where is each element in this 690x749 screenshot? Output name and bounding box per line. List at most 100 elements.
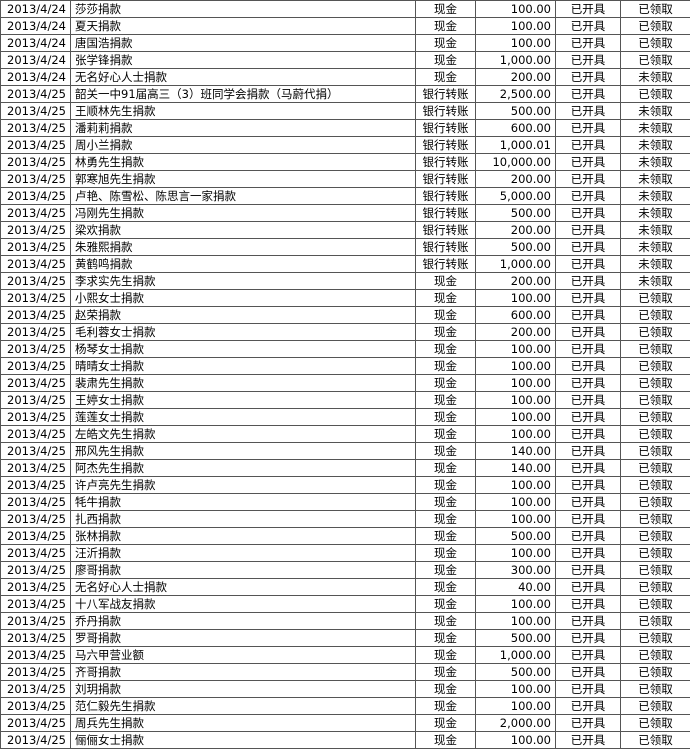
amount-cell: 100.00 [475, 289, 556, 307]
donor-cell: 李求实先生捐款 [70, 272, 416, 290]
date-cell: 2013/4/25 [0, 680, 71, 698]
status-cell: 已领取 [620, 391, 690, 409]
table-row: 2013/4/25 杨琴女士捐款 现金 100.00 已开具 已领取 [0, 340, 690, 358]
receipt-cell: 已开具 [555, 561, 621, 579]
method-cell: 现金 [415, 306, 476, 324]
amount-cell: 1,000.00 [475, 51, 556, 69]
date-cell: 2013/4/25 [0, 714, 71, 732]
receipt-cell: 已开具 [555, 153, 621, 171]
amount-cell: 100.00 [475, 731, 556, 749]
donor-cell: 十八军战友捐款 [70, 595, 416, 613]
receipt-cell: 已开具 [555, 85, 621, 103]
method-cell: 现金 [415, 357, 476, 375]
status-cell: 已领取 [620, 510, 690, 528]
table-row: 2013/4/25 小熙女士捐款 现金 100.00 已开具 已领取 [0, 289, 690, 307]
donor-cell: 卢艳、陈雪松、陈思言一家捐款 [70, 187, 416, 205]
status-cell: 已领取 [620, 34, 690, 52]
receipt-cell: 已开具 [555, 527, 621, 545]
table-row: 2013/4/25 无名好心人士捐款 现金 40.00 已开具 已领取 [0, 578, 690, 596]
receipt-cell: 已开具 [555, 544, 621, 562]
receipt-cell: 已开具 [555, 306, 621, 324]
table-row: 2013/4/25 罗哥捐款 现金 500.00 已开具 已领取 [0, 629, 690, 647]
date-cell: 2013/4/25 [0, 323, 71, 341]
amount-cell: 500.00 [475, 527, 556, 545]
amount-cell: 500.00 [475, 238, 556, 256]
receipt-cell: 已开具 [555, 136, 621, 154]
method-cell: 现金 [415, 680, 476, 698]
donor-cell: 小熙女士捐款 [70, 289, 416, 307]
receipt-cell: 已开具 [555, 68, 621, 86]
method-cell: 现金 [415, 34, 476, 52]
donor-cell: 罗哥捐款 [70, 629, 416, 647]
receipt-cell: 已开具 [555, 629, 621, 647]
method-cell: 现金 [415, 714, 476, 732]
table-row: 2013/4/24 夏天捐款 现金 100.00 已开具 已领取 [0, 17, 690, 35]
status-cell: 已领取 [620, 731, 690, 749]
receipt-cell: 已开具 [555, 697, 621, 715]
date-cell: 2013/4/25 [0, 646, 71, 664]
method-cell: 现金 [415, 68, 476, 86]
method-cell: 现金 [415, 493, 476, 511]
receipt-cell: 已开具 [555, 442, 621, 460]
receipt-cell: 已开具 [555, 408, 621, 426]
amount-cell: 600.00 [475, 306, 556, 324]
donor-cell: 周小兰捐款 [70, 136, 416, 154]
donor-cell: 齐哥捐款 [70, 663, 416, 681]
method-cell: 现金 [415, 561, 476, 579]
method-cell: 银行转账 [415, 187, 476, 205]
donor-cell: 周兵先生捐款 [70, 714, 416, 732]
amount-cell: 100.00 [475, 34, 556, 52]
date-cell: 2013/4/25 [0, 255, 71, 273]
method-cell: 银行转账 [415, 136, 476, 154]
receipt-cell: 已开具 [555, 102, 621, 120]
method-cell: 银行转账 [415, 221, 476, 239]
method-cell: 现金 [415, 391, 476, 409]
status-cell: 未领取 [620, 136, 690, 154]
table-row: 2013/4/25 卢艳、陈雪松、陈思言一家捐款 银行转账 5,000.00 已开具 未领… [0, 187, 690, 205]
donor-cell: 赵荣捐款 [70, 306, 416, 324]
donor-cell: 莎莎捐款 [70, 0, 416, 18]
donor-cell: 林勇先生捐款 [70, 153, 416, 171]
donor-cell: 裴肃先生捐款 [70, 374, 416, 392]
receipt-cell: 已开具 [555, 731, 621, 749]
donor-cell: 左皓文先生捐款 [70, 425, 416, 443]
status-cell: 已领取 [620, 493, 690, 511]
amount-cell: 2,000.00 [475, 714, 556, 732]
status-cell: 已领取 [620, 578, 690, 596]
table-row: 2013/4/25 林勇先生捐款 银行转账 10,000.00 已开具 未领取 [0, 153, 690, 171]
method-cell: 现金 [415, 731, 476, 749]
method-cell: 现金 [415, 663, 476, 681]
table-row: 2013/4/25 许卢亮先生捐款 现金 100.00 已开具 已领取 [0, 476, 690, 494]
date-cell: 2013/4/25 [0, 442, 71, 460]
method-cell: 现金 [415, 646, 476, 664]
amount-cell: 100.00 [475, 612, 556, 630]
table-row: 2013/4/25 廖哥捐款 现金 300.00 已开具 已领取 [0, 561, 690, 579]
date-cell: 2013/4/24 [0, 68, 71, 86]
method-cell: 现金 [415, 17, 476, 35]
donor-cell: 扎西捐款 [70, 510, 416, 528]
status-cell: 未领取 [620, 221, 690, 239]
method-cell: 现金 [415, 0, 476, 18]
date-cell: 2013/4/25 [0, 629, 71, 647]
table-row: 2013/4/25 乔丹捐款 现金 100.00 已开具 已领取 [0, 612, 690, 630]
date-cell: 2013/4/25 [0, 476, 71, 494]
amount-cell: 100.00 [475, 510, 556, 528]
receipt-cell: 已开具 [555, 204, 621, 222]
table-row: 2013/4/25 王顺林先生捐款 银行转账 500.00 已开具 未领取 [0, 102, 690, 120]
receipt-cell: 已开具 [555, 0, 621, 18]
table-row: 2013/4/25 十八军战友捐款 现金 100.00 已开具 已领取 [0, 595, 690, 613]
donor-cell: 廖哥捐款 [70, 561, 416, 579]
method-cell: 银行转账 [415, 119, 476, 137]
amount-cell: 200.00 [475, 221, 556, 239]
donor-cell: 冯刚先生捐款 [70, 204, 416, 222]
date-cell: 2013/4/25 [0, 289, 71, 307]
amount-cell: 600.00 [475, 119, 556, 137]
method-cell: 银行转账 [415, 238, 476, 256]
table-row: 2013/4/25 周小兰捐款 银行转账 1,000.01 已开具 未领取 [0, 136, 690, 154]
date-cell: 2013/4/25 [0, 204, 71, 222]
status-cell: 已领取 [620, 646, 690, 664]
date-cell: 2013/4/25 [0, 595, 71, 613]
amount-cell: 100.00 [475, 680, 556, 698]
